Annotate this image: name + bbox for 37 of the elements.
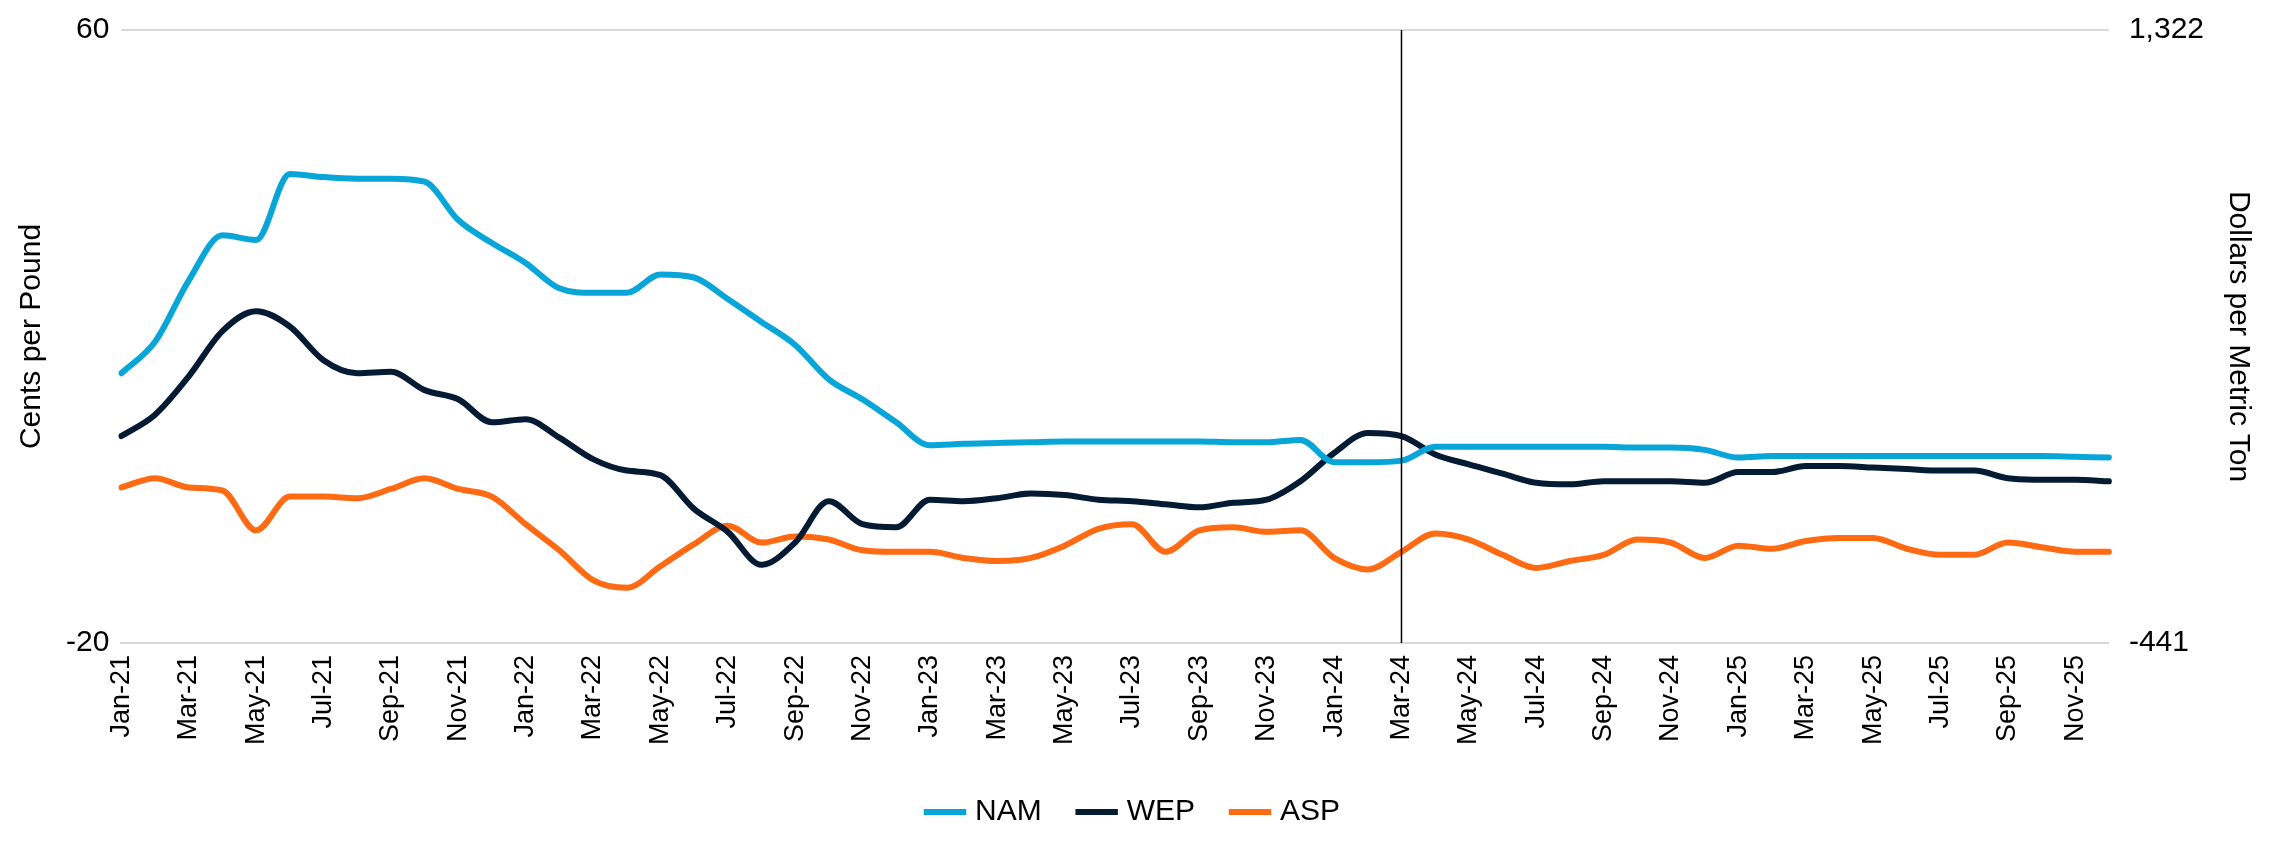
x-tick-label: Sep-22 (778, 654, 809, 743)
x-tick-label: Sep-25 (1991, 654, 2022, 743)
x-tick-label: Mar-21 (172, 654, 203, 741)
x-tick-label: Nov-24 (1654, 654, 1685, 743)
y2-axis-title: Dollars per Metric Ton (2223, 190, 2257, 483)
x-tick-label: May-24 (1452, 654, 1483, 745)
x-tick-label: Mar-24 (1384, 654, 1415, 741)
x-tick-label: Jan-23 (913, 654, 944, 738)
x-tick-label: Jul-24 (1519, 654, 1550, 729)
legend-label: ASP (1279, 793, 1341, 827)
y-axis-title: Cents per Pound (13, 223, 47, 450)
x-tick-label: Sep-24 (1587, 654, 1618, 743)
x-tick-label: Jul-22 (711, 654, 742, 729)
x-tick-label: Sep-21 (374, 654, 405, 743)
x-tick-label: Jan-22 (509, 654, 540, 738)
x-tick-label: Sep-23 (1182, 654, 1213, 743)
x-tick-label: May-22 (643, 654, 674, 745)
x-tick-label: Nov-21 (441, 654, 472, 743)
x-tick-label: Mar-25 (1789, 654, 1820, 741)
y2-tick-label: 1,322 (2128, 11, 2204, 45)
x-tick-label: Nov-22 (845, 654, 876, 743)
x-tick-label: May-23 (1048, 654, 1079, 745)
x-tick-label: May-25 (1856, 654, 1887, 745)
x-tick-label: Mar-23 (980, 654, 1011, 741)
x-tick-label: Jul-21 (306, 654, 337, 729)
x-tick-label: Nov-23 (1250, 654, 1281, 743)
x-tick-label: Jan-24 (1317, 654, 1348, 738)
x-tick-label: Nov-25 (2058, 654, 2089, 743)
x-tick-label: Jan-25 (1721, 654, 1752, 738)
x-tick-label: Jul-25 (1923, 654, 1954, 729)
legend-label: WEP (1126, 793, 1195, 827)
legend-label: NAM (974, 793, 1042, 827)
x-tick-label: Mar-22 (576, 654, 607, 741)
y2-tick-label: -441 (2128, 624, 2189, 658)
x-tick-label: May-21 (239, 654, 270, 745)
y-tick-label: 60 (75, 11, 110, 45)
x-tick-label: Jul-23 (1115, 654, 1146, 729)
